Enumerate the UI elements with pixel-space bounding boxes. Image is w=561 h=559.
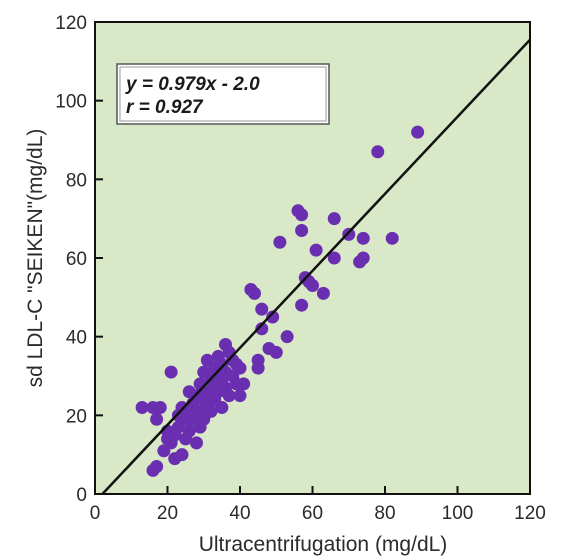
y-tick-label: 80 xyxy=(66,170,87,191)
data-point xyxy=(255,302,269,316)
data-point xyxy=(135,400,149,414)
data-point xyxy=(164,365,178,379)
data-point xyxy=(233,389,247,403)
data-point xyxy=(356,251,370,265)
y-tick-label: 120 xyxy=(55,13,87,34)
data-point xyxy=(237,377,251,391)
correlation-line: r = 0.927 xyxy=(126,97,204,118)
data-point xyxy=(255,322,269,336)
data-point xyxy=(385,231,399,245)
data-point xyxy=(306,279,319,293)
data-point xyxy=(295,208,309,222)
data-point xyxy=(342,227,356,241)
data-point xyxy=(309,243,323,257)
data-point xyxy=(273,235,287,249)
data-points xyxy=(135,125,425,477)
x-tick-label: 60 xyxy=(302,503,323,524)
plot-frame xyxy=(94,21,531,495)
data-point xyxy=(215,400,229,414)
data-point xyxy=(248,286,261,300)
data-point xyxy=(190,436,203,450)
y-axis-title: sd LDL-C "SEIKEN"(mg/dL) xyxy=(24,129,47,388)
data-point xyxy=(295,223,309,237)
x-tick-label: 40 xyxy=(229,503,250,524)
data-point xyxy=(266,310,280,324)
x-axis-ticks: 0 20 40 60 80 100 120 xyxy=(90,486,546,524)
y-tick-label: 60 xyxy=(66,249,87,270)
x-tick-label: 120 xyxy=(514,503,546,524)
data-point xyxy=(280,330,294,344)
data-point xyxy=(316,286,330,300)
data-point xyxy=(204,404,218,418)
y-tick-label: 40 xyxy=(66,328,87,349)
y-tick-label: 100 xyxy=(55,92,87,113)
x-axis-title: Ultracentrifugation (mg/dL) xyxy=(199,533,448,556)
data-point xyxy=(233,361,247,375)
y-axis-ticks: 0 20 40 60 80 100 120 xyxy=(55,13,103,506)
data-point xyxy=(371,145,385,159)
data-point xyxy=(251,361,265,375)
x-tick-label: 80 xyxy=(374,503,395,524)
y-tick-label: 0 xyxy=(76,485,87,506)
equation-line: y = 0.979x - 2.0 xyxy=(125,74,260,95)
equation-box-inner-frame xyxy=(119,66,327,122)
data-point xyxy=(269,345,283,359)
data-point xyxy=(327,251,341,265)
data-point xyxy=(222,389,236,403)
data-point xyxy=(150,412,164,426)
x-tick-label: 100 xyxy=(442,503,474,524)
equation-box: y = 0.979x - 2.0 r = 0.927 xyxy=(116,63,330,125)
data-point xyxy=(153,400,167,414)
y-tick-label: 20 xyxy=(66,406,87,427)
data-point xyxy=(182,424,196,438)
regression-line xyxy=(101,38,531,495)
x-tick-label: 20 xyxy=(157,503,178,524)
data-point xyxy=(295,298,309,312)
data-point xyxy=(327,212,341,226)
data-point xyxy=(150,459,164,473)
data-point xyxy=(175,448,189,462)
x-tick-label: 0 xyxy=(90,503,101,524)
data-point xyxy=(411,125,425,139)
data-point xyxy=(356,231,370,245)
equation-box-frame xyxy=(116,63,330,125)
